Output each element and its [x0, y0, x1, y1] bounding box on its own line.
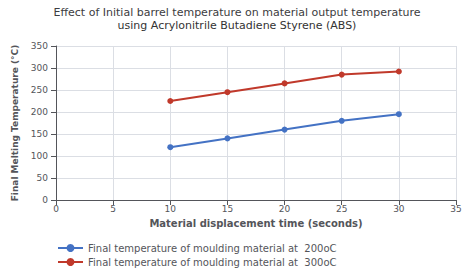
svg-text:Final Melting Temperature (°C): Final Melting Temperature (°C) — [10, 45, 20, 202]
svg-text:250: 250 — [31, 85, 48, 95]
svg-text:50: 50 — [37, 173, 49, 183]
svg-text:Final temperature of moulding: Final temperature of moulding material a… — [88, 257, 337, 268]
svg-text:150: 150 — [31, 129, 48, 139]
svg-text:0: 0 — [53, 204, 59, 214]
svg-text:15: 15 — [222, 204, 233, 214]
svg-text:using Acrylonitrile Butadiene: using Acrylonitrile Butadiene Styrene (A… — [118, 19, 357, 32]
svg-text:5: 5 — [110, 204, 116, 214]
svg-text:Final temperature of moulding: Final temperature of moulding material a… — [88, 243, 337, 254]
svg-text:20: 20 — [279, 204, 291, 214]
svg-text:35: 35 — [450, 204, 461, 214]
svg-text:350: 350 — [31, 41, 48, 51]
svg-text:30: 30 — [393, 204, 405, 214]
svg-text:Effect of Initial barrel tempe: Effect of Initial barrel temperature on … — [53, 6, 420, 19]
svg-text:Material displacement time (se: Material displacement time (seconds) — [149, 218, 362, 229]
svg-text:200: 200 — [31, 107, 48, 117]
svg-text:300: 300 — [31, 63, 48, 73]
svg-text:10: 10 — [165, 204, 177, 214]
svg-text:25: 25 — [336, 204, 347, 214]
svg-text:0: 0 — [42, 195, 48, 205]
svg-text:100: 100 — [31, 151, 48, 161]
